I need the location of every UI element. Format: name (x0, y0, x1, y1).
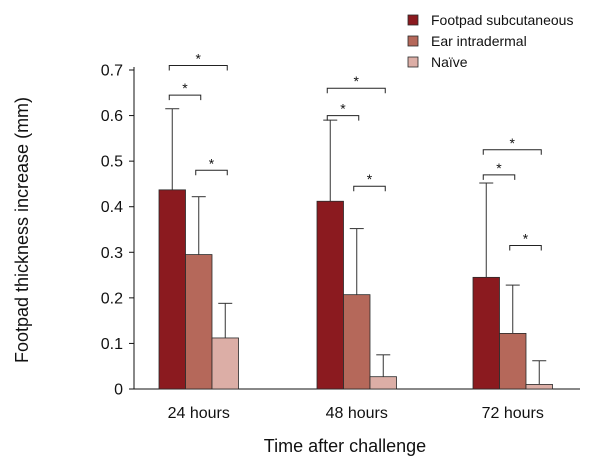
bar (211, 337, 239, 390)
y-axis-title: Footpad thickness increase (mm) (12, 97, 32, 363)
significance-bracket (168, 94, 202, 101)
significance-bracket (509, 244, 542, 251)
x-axis-title: Time after challenge (264, 436, 426, 456)
legend-label: Naïve (431, 54, 468, 70)
significance-star: * (523, 230, 529, 246)
significance-star: * (510, 135, 516, 151)
significance-brackets: * * * * * * * * * (168, 50, 542, 251)
y-tick-label: 0.5 (101, 154, 123, 171)
bar (316, 200, 344, 390)
significance-star: * (196, 50, 202, 66)
y-tick-label: 0.4 (101, 199, 123, 216)
y-tick-label: 0 (114, 382, 123, 399)
significance-bracket (326, 87, 386, 94)
x-tick-label: 72 hours (482, 405, 544, 422)
y-tick-label: 0.2 (101, 290, 123, 307)
significance-bracket (168, 64, 228, 71)
bar (499, 333, 527, 390)
significance-star: * (367, 171, 373, 187)
y-tick-label: 0.6 (101, 108, 123, 125)
legend: Footpad subcutaneous Ear intradermal Naïve (407, 12, 573, 70)
significance-star: * (182, 80, 188, 96)
x-tick-label: 24 hours (168, 405, 230, 422)
bar (525, 384, 553, 390)
legend-label: Ear intradermal (431, 33, 527, 49)
significance-bracket (195, 169, 228, 176)
legend-label: Footpad subcutaneous (431, 12, 573, 28)
legend-swatch (407, 56, 419, 68)
y-tick-label: 0.3 (101, 245, 123, 262)
bar (158, 189, 186, 390)
legend-swatch (407, 14, 419, 26)
y-tick-label: 0.7 (101, 63, 123, 80)
bar (472, 276, 500, 390)
y-tick-label: 0.1 (101, 336, 123, 353)
significance-star: * (340, 101, 346, 117)
significance-bracket (482, 149, 542, 155)
significance-star: * (209, 155, 215, 171)
significance-bracket (482, 174, 516, 180)
bar (185, 254, 213, 390)
bar (343, 294, 371, 390)
significance-star: * (354, 73, 360, 89)
bars (158, 108, 553, 390)
significance-bracket (326, 115, 360, 121)
significance-bracket (353, 185, 386, 192)
axes: 0 0.1 0.2 0.3 0.4 0.5 0.6 0.7 24 hours 48 hours 72… (101, 63, 580, 422)
bar (369, 376, 397, 390)
significance-star: * (496, 160, 502, 176)
legend-swatch (407, 35, 419, 47)
x-tick-label: 48 hours (326, 405, 388, 422)
